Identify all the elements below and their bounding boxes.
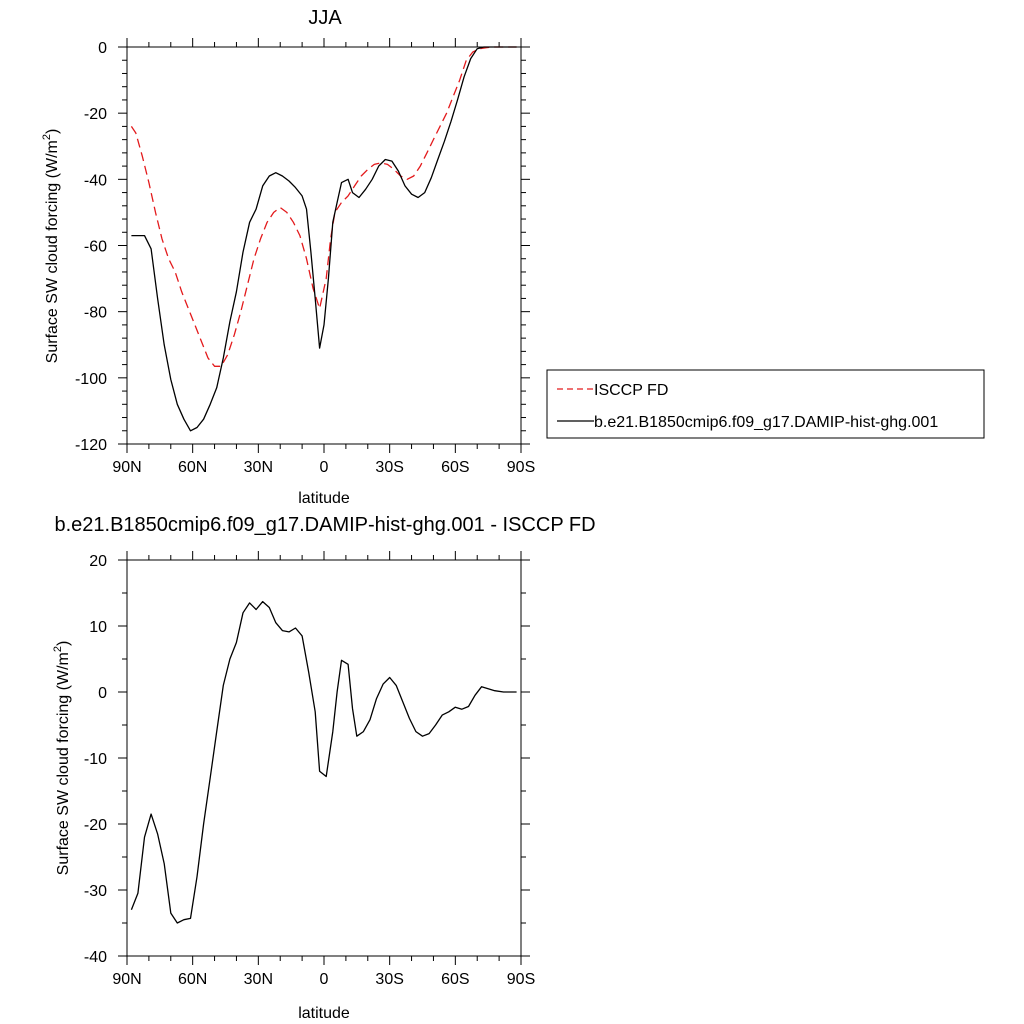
y-tick-label: -40 — [84, 172, 107, 189]
x-tick-label: 30S — [375, 459, 403, 476]
plot-frame — [126, 46, 522, 445]
y-axis-label-close: ) — [44, 129, 61, 134]
y-tick-label: -120 — [75, 437, 107, 454]
x-tick-labels: 90N 60N 30N 0 30S 60S 90S — [112, 459, 535, 476]
series-lines — [130, 46, 517, 432]
y-tick-label: -60 — [84, 239, 107, 256]
x-axis-label: latitude — [298, 490, 350, 507]
plot-frame — [126, 559, 522, 957]
top-chart-jja: JJA 90N 60N 30N 0 30S 60S 90S 0 -20 -40 -60 -80 -10… — [41, 7, 985, 507]
chart-title: JJA — [308, 7, 342, 29]
y-tick-label: 0 — [98, 685, 107, 702]
y-axis-label: Surface SW cloud forcing (W/m2) — [52, 641, 72, 876]
x-tick-label: 30S — [375, 971, 403, 988]
y-tick-label: -30 — [84, 883, 107, 900]
tick-marks — [118, 551, 530, 965]
x-tick-label: 0 — [320, 459, 329, 476]
legend-label-isccp: ISCCP FD — [594, 382, 668, 399]
y-axis-label: Surface SW cloud forcing (W/m2) — [41, 129, 61, 364]
y-tick-label: 10 — [89, 619, 107, 636]
y-axis-label-text: Surface SW cloud forcing (W/m — [44, 140, 61, 363]
y-tick-label: -20 — [84, 817, 107, 834]
series-line-model — [130, 600, 517, 924]
x-tick-label: 60N — [178, 971, 207, 988]
y-tick-label: -80 — [84, 305, 107, 322]
x-tick-label: 60S — [441, 971, 469, 988]
x-tick-labels: 90N 60N 30N 0 30S 60S 90S — [112, 971, 535, 988]
y-axis-label-superscript: 2 — [41, 134, 53, 140]
x-tick-label: 0 — [320, 971, 329, 988]
y-tick-label: -10 — [84, 751, 107, 768]
x-tick-label: 30N — [244, 971, 273, 988]
y-tick-label: -20 — [84, 106, 107, 123]
y-tick-labels: 20 10 0 -10 -20 -30 -40 — [84, 553, 107, 966]
y-tick-label: 20 — [89, 553, 107, 570]
x-tick-label: 90N — [112, 459, 141, 476]
chart-title: b.e21.B1850cmip6.f09_g17.DAMIP-hist-ghg.… — [54, 514, 595, 536]
x-axis-label: latitude — [298, 1005, 350, 1022]
legend-label-model: b.e21.B1850cmip6.f09_g17.DAMIP-hist-ghg.… — [594, 414, 938, 431]
y-tick-label: 0 — [98, 40, 107, 57]
x-tick-label: 30N — [244, 459, 273, 476]
bottom-chart-difference: b.e21.B1850cmip6.f09_g17.DAMIP-hist-ghg.… — [52, 514, 596, 1022]
legend: ISCCP FD b.e21.B1850cmip6.f09_g17.DAMIP-… — [546, 369, 985, 439]
y-axis-label-superscript: 2 — [52, 646, 64, 652]
y-axis-label-text: Surface SW cloud forcing (W/m — [55, 652, 72, 875]
series-lines — [130, 600, 517, 924]
y-tick-labels: 0 -20 -40 -60 -80 -100 -120 — [75, 40, 107, 454]
series-line-model — [131, 46, 517, 432]
x-tick-label: 90S — [507, 459, 535, 476]
tick-marks — [118, 38, 530, 453]
y-tick-label: -40 — [84, 949, 107, 966]
x-tick-label: 90N — [112, 971, 141, 988]
x-tick-label: 60N — [178, 459, 207, 476]
y-axis-label-close: ) — [55, 641, 72, 646]
legend-box — [546, 369, 985, 439]
x-tick-label: 60S — [441, 459, 469, 476]
y-tick-label: -100 — [75, 371, 107, 388]
x-tick-label: 90S — [507, 971, 535, 988]
